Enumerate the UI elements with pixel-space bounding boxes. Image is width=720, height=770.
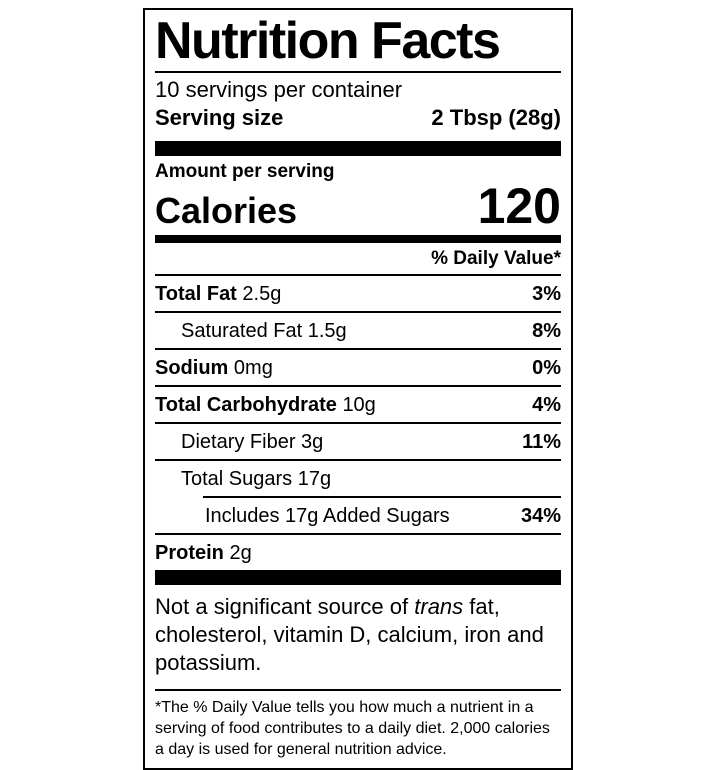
servings-per-container: 10 servings per container <box>155 76 403 102</box>
nutrient-text: Sodium 0mg <box>155 356 273 380</box>
nutrient-amount: 17g <box>297 468 332 491</box>
daily-value-footnote: *The % Daily Value tells you how much a … <box>155 688 561 760</box>
nutrient-name: Dietary Fiber <box>181 431 296 454</box>
nutrient-amount: 2.5g <box>242 283 282 306</box>
nutrient-row-total-sugars: Total Sugars 17g <box>155 461 561 496</box>
calories-row: Calories 120 <box>155 178 561 235</box>
title-divider <box>155 70 561 73</box>
nutrient-daily-value: 11% <box>522 431 561 454</box>
thick-divider-bar-bottom <box>155 570 561 586</box>
screenshot-stage: Nutrition Facts 10 servings per containe… <box>143 8 573 770</box>
nutrient-amount: 3g <box>301 431 324 454</box>
nutrient-row-protein: Protein 2g <box>155 535 561 570</box>
nutrient-daily-value: 0% <box>532 357 561 380</box>
not-significant-statement: Not a significant source of trans fat, c… <box>155 585 561 689</box>
calories-value: 120 <box>477 178 561 235</box>
statement-italic-word: trans <box>414 594 464 620</box>
serving-size-label: Serving size <box>155 104 284 130</box>
amount-per-serving-label: Amount per serving <box>155 161 335 183</box>
nutrient-row-total-carbohydrate: Total Carbohydrate 10g 4% <box>155 387 561 425</box>
nutrient-name: Sodium <box>155 357 229 380</box>
nutrient-row-total-fat: Total Fat 2.5g 3% <box>155 276 561 314</box>
nutrient-amount: 2g <box>229 542 252 565</box>
nutrient-name: Total Carbohydrate <box>155 394 337 417</box>
nutrient-text: Total Sugars 17g <box>181 467 331 491</box>
nutrient-daily-value: 34% <box>520 505 561 528</box>
nutrient-row-added-sugars: Includes 17g Added Sugars 34% <box>155 498 561 536</box>
nutrient-name: Total Sugars <box>181 468 293 491</box>
nutrient-text: Saturated Fat 1.5g <box>181 319 347 343</box>
nutrient-name: Includes 17g Added Sugars <box>205 505 450 528</box>
nutrient-row-sodium: Sodium 0mg 0% <box>155 350 561 388</box>
nutrient-name: Total Fat <box>155 283 237 306</box>
nutrient-daily-value: 3% <box>532 283 561 306</box>
nutrient-amount: 1.5g <box>307 320 347 343</box>
nutrient-row-saturated-fat: Saturated Fat 1.5g 8% <box>155 313 561 351</box>
daily-value-header: % Daily Value* <box>155 243 561 277</box>
nutrient-text: Dietary Fiber 3g <box>181 430 323 454</box>
nutrient-daily-value: 8% <box>532 320 561 343</box>
nutrient-text: Includes 17g Added Sugars <box>205 504 450 528</box>
calories-label: Calories <box>155 190 298 232</box>
nutrient-name: Saturated Fat <box>181 320 303 343</box>
nutrient-text: Protein 2g <box>155 541 252 565</box>
nutrient-amount: 10g <box>342 394 376 417</box>
medium-divider-bar <box>155 235 561 244</box>
thick-divider-bar-top <box>155 141 561 157</box>
nutrient-name: Protein <box>155 542 224 565</box>
nutrient-text: Total Fat 2.5g <box>155 282 281 306</box>
serving-size-value: 2 Tbsp (28g) <box>431 104 561 130</box>
nutrient-text: Total Carbohydrate 10g <box>155 393 376 417</box>
label-title: Nutrition Facts <box>155 12 501 70</box>
statement-prefix: Not a significant source of <box>155 594 415 620</box>
nutrient-daily-value: 4% <box>532 394 561 417</box>
added-sugars-partial-divider <box>203 496 561 499</box>
serving-size-row: Serving size 2 Tbsp (28g) <box>155 103 561 141</box>
statement-suffix: fat, cholesterol, vitamin D, calcium, ir… <box>155 594 544 676</box>
nutrient-amount: 0mg <box>233 357 273 380</box>
nutrition-facts-label: Nutrition Facts 10 servings per containe… <box>143 8 573 770</box>
nutrient-row-dietary-fiber: Dietary Fiber 3g 11% <box>155 424 561 462</box>
